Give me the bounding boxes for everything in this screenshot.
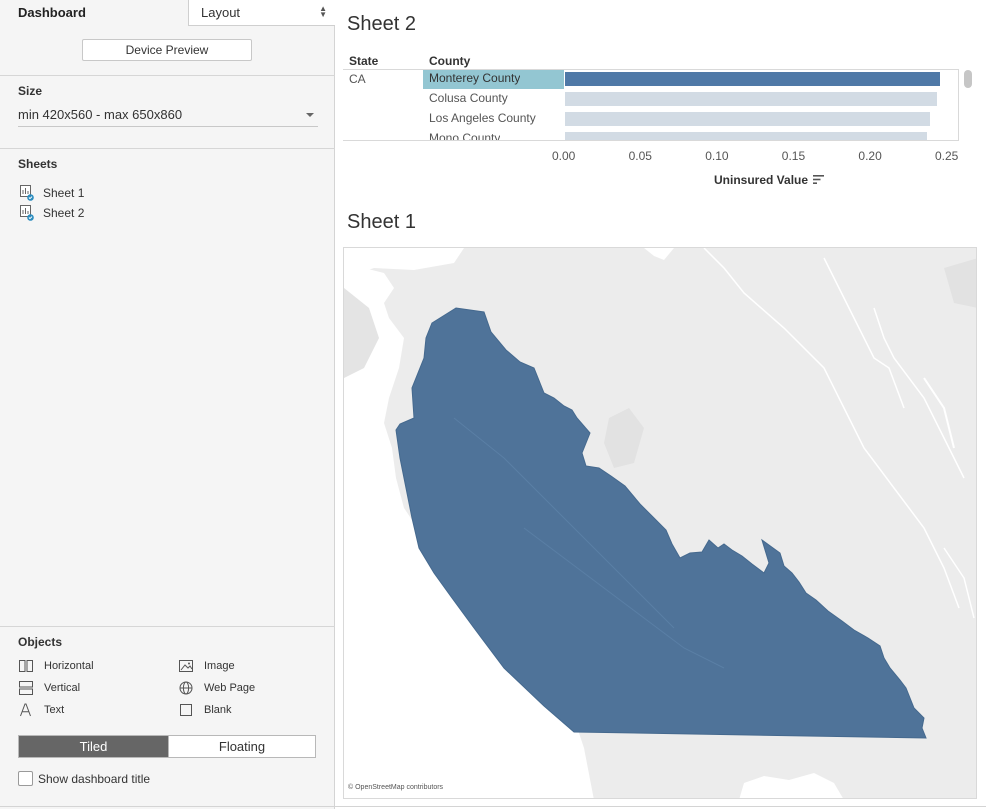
object-label: Web Page [204, 682, 256, 694]
county-column-header[interactable]: County [429, 54, 471, 68]
x-axis-tick-label: 0.00 [552, 149, 576, 163]
object-label: Vertical [44, 682, 81, 694]
scrollbar-thumb[interactable] [964, 70, 972, 88]
tiled-button[interactable]: Tiled [19, 736, 168, 757]
county-label[interactable]: Colusa County [429, 91, 508, 105]
sort-descending-icon[interactable] [813, 174, 825, 185]
show-dashboard-title-label: Show dashboard title [38, 772, 151, 786]
tab-layout[interactable]: Layout ▲ ▼ [188, 0, 335, 26]
sheet-1-title: Sheet 1 [347, 211, 416, 233]
text-icon [20, 703, 31, 717]
floating-button[interactable]: Floating [168, 736, 315, 757]
bottom-border [0, 806, 986, 807]
image-icon [179, 660, 193, 672]
x-axis-tick-label: 0.25 [935, 149, 959, 163]
device-preview-button[interactable]: Device Preview [82, 39, 252, 61]
sheet-list-item-label: Sheet 2 [43, 206, 85, 220]
sheet-icon [20, 205, 34, 221]
x-axis-title[interactable]: Uninsured Value [714, 173, 809, 187]
object-label: Horizontal [44, 660, 94, 672]
bar-chart-table [343, 69, 959, 141]
horizontal-container-icon [19, 660, 33, 672]
monterey-county-region[interactable] [344, 248, 977, 799]
table-right-border [958, 69, 959, 141]
object-label: Image [204, 660, 235, 672]
county-label[interactable]: Monterey County [429, 71, 521, 85]
bar[interactable] [565, 72, 941, 86]
show-dashboard-title-checkbox[interactable] [18, 771, 33, 786]
vertical-container-icon [19, 681, 33, 695]
state-cell[interactable]: CA [349, 72, 366, 86]
objects-section-title: Objects [18, 635, 63, 649]
selected-row-highlight [423, 70, 564, 89]
size-dropdown[interactable]: min 420x560 - max 650x860 [18, 103, 318, 127]
x-axis-tick-label: 0.10 [705, 149, 729, 163]
sheet-2-title: Sheet 2 [347, 13, 416, 35]
globe-icon [179, 681, 193, 695]
caret-down-icon [306, 113, 314, 117]
x-axis-tick-label: 0.05 [628, 149, 652, 163]
divider [0, 75, 335, 76]
sheets-section-title: Sheets [18, 157, 58, 171]
bar[interactable] [565, 92, 938, 106]
tab-layout-label: Layout [201, 5, 241, 20]
x-axis-tick-label: 0.20 [858, 149, 882, 163]
divider [0, 626, 335, 627]
size-dropdown-value: min 420x560 - max 650x860 [18, 107, 183, 122]
tiled-floating-toggle: Tiled Floating [18, 735, 316, 758]
x-axis-tick-label: 0.15 [781, 149, 806, 163]
blank-icon [180, 704, 192, 716]
updown-chevron-icon: ▲ ▼ [319, 4, 327, 19]
map-attribution[interactable]: © OpenStreetMap contributors [348, 784, 444, 791]
side-panel-tabs: Dashboard Layout ▲ ▼ [0, 0, 335, 26]
bar[interactable] [565, 132, 927, 140]
dashboard-side-panel: Dashboard Layout ▲ ▼ Device Preview Size … [0, 0, 335, 809]
object-label: Blank [204, 704, 232, 716]
size-section-title: Size [18, 84, 43, 98]
bar[interactable] [565, 112, 930, 126]
sheet-icon [20, 185, 34, 201]
tab-dashboard[interactable]: Dashboard [0, 0, 188, 26]
county-label[interactable]: Los Angeles County [429, 111, 536, 125]
state-column-header[interactable]: State [349, 54, 379, 68]
object-label: Text [44, 704, 65, 716]
map-view[interactable] [343, 247, 977, 799]
divider [0, 148, 335, 149]
county-label[interactable]: Mono County [429, 131, 501, 140]
sheet-list-item-label: Sheet 1 [43, 186, 85, 200]
